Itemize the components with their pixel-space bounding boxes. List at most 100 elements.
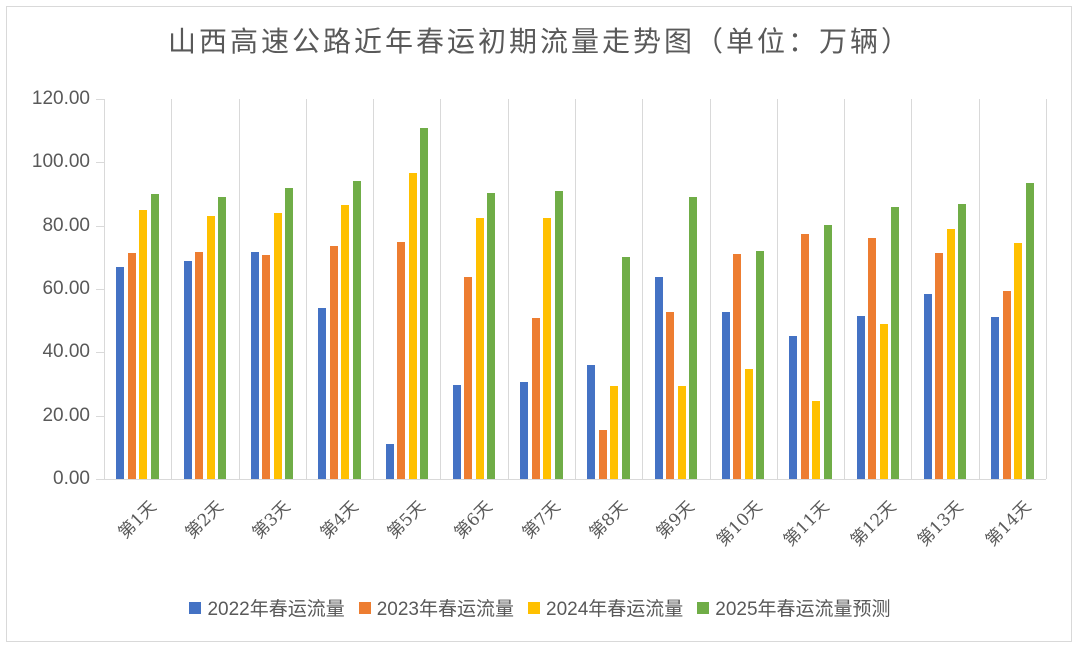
bar	[543, 217, 552, 479]
legend-label: 2025年春运流量预测	[715, 599, 891, 620]
legend-swatch-icon	[358, 601, 371, 614]
chart-title: 山西高速公路近年春运初期流量走势图（单位：万辆）	[167, 25, 912, 58]
y-tick-mark	[96, 162, 104, 164]
y-tick-mark	[96, 289, 104, 290]
bar	[610, 385, 619, 479]
bar	[554, 190, 563, 479]
x-axis-line	[104, 479, 1046, 480]
bar	[520, 382, 529, 479]
category-gridline	[507, 99, 509, 479]
bar	[689, 196, 698, 479]
bar	[397, 241, 406, 479]
y-tick-label: 0.00	[53, 468, 90, 489]
legend-swatch-icon	[189, 601, 202, 614]
bar	[935, 252, 944, 479]
bar	[721, 312, 730, 479]
bar	[756, 251, 765, 479]
bar	[218, 196, 227, 479]
bar	[183, 261, 192, 479]
bar	[1014, 243, 1023, 479]
bar	[733, 254, 742, 479]
y-tick-label: 20.00	[42, 404, 90, 426]
bar	[273, 213, 282, 479]
category-gridline	[911, 99, 913, 479]
y-tick-mark	[96, 479, 104, 480]
bar	[823, 225, 832, 479]
y-tick-mark	[96, 225, 104, 227]
bar	[812, 401, 821, 479]
bar	[329, 245, 338, 479]
bar	[1025, 182, 1034, 479]
legend-item: 2025年春运流量预测	[697, 594, 891, 621]
legend-swatch-icon	[528, 601, 540, 614]
y-tick-label: 60.00	[42, 278, 90, 299]
category-gridline	[440, 99, 442, 479]
bar	[206, 215, 215, 479]
bar	[1002, 291, 1011, 479]
bar	[598, 429, 607, 479]
category-gridline	[1046, 99, 1047, 479]
bar	[285, 187, 294, 479]
bar	[408, 173, 417, 479]
bar	[991, 316, 1000, 479]
legend-label: 2023年春运流量	[376, 599, 514, 620]
category-gridline	[238, 99, 240, 479]
legend-item: 2022年春运流量	[189, 594, 345, 621]
category-gridline	[709, 99, 711, 479]
legend-label: 2024年春运流量	[546, 599, 684, 620]
category-gridline	[844, 99, 846, 479]
category-gridline	[642, 99, 644, 479]
legend: 2022年春运流量 2023年春运流量 2024年春运流量 2025年春运流量预测	[0, 594, 1080, 621]
category-gridline	[575, 99, 576, 479]
bar	[923, 294, 932, 479]
bar	[958, 203, 967, 479]
bar	[116, 266, 125, 479]
category-gridline	[373, 99, 375, 479]
bar	[452, 384, 461, 479]
bar	[677, 385, 686, 479]
bar	[879, 323, 888, 479]
bar	[127, 252, 136, 479]
y-tick-label: 80.00	[42, 214, 90, 236]
category-gridline	[104, 99, 105, 479]
bar	[531, 317, 540, 479]
y-tick-label: 120.00	[31, 88, 90, 109]
bar	[800, 234, 809, 479]
bar	[352, 181, 361, 479]
legend-item: 2024年春运流量	[528, 594, 683, 621]
category-gridline	[305, 99, 307, 479]
legend-swatch-icon	[697, 601, 710, 614]
y-tick-label: 40.00	[42, 341, 90, 363]
category-gridline	[171, 99, 173, 479]
bar	[789, 335, 798, 479]
category-gridline	[978, 99, 980, 479]
bar	[654, 276, 663, 479]
bar	[868, 238, 877, 479]
bar	[420, 127, 429, 479]
bar	[666, 312, 675, 479]
bar	[195, 251, 204, 479]
bar	[891, 206, 900, 479]
bar	[262, 254, 271, 479]
bar	[744, 368, 753, 479]
bar	[150, 194, 159, 479]
bar	[385, 443, 394, 479]
bar	[946, 228, 955, 479]
bar	[621, 257, 630, 479]
y-tick-mark	[96, 99, 104, 100]
y-tick-label: 100.00	[31, 151, 90, 173]
bar	[139, 209, 148, 479]
y-tick-mark	[96, 415, 104, 417]
category-gridline	[776, 99, 778, 479]
bar	[587, 365, 596, 479]
bar	[464, 276, 473, 479]
bar	[487, 193, 496, 479]
bar	[250, 251, 259, 479]
bar	[341, 205, 350, 479]
legend-label: 2022年春运流量	[207, 599, 345, 620]
bar	[475, 217, 484, 479]
legend-item: 2023年春运流量	[358, 594, 514, 621]
y-tick-mark	[96, 352, 104, 354]
bar	[856, 315, 865, 479]
bar	[318, 308, 327, 479]
